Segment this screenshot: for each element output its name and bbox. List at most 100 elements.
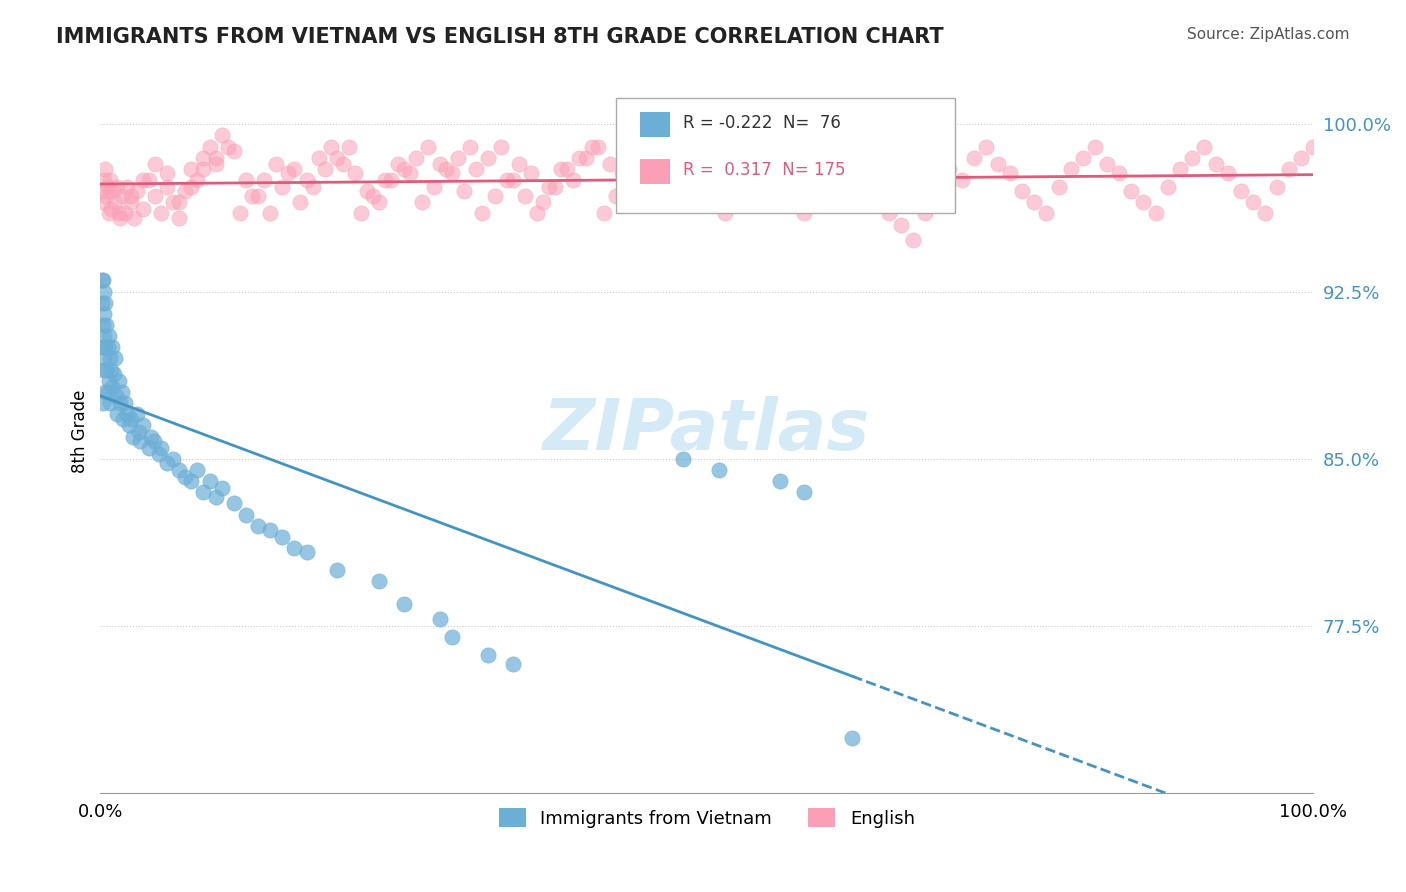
Point xyxy=(890,218,912,232)
Point xyxy=(484,188,506,202)
Point xyxy=(111,188,134,202)
Point xyxy=(733,161,755,176)
Point xyxy=(465,161,488,176)
Point xyxy=(101,380,124,394)
Point xyxy=(247,518,270,533)
Point xyxy=(927,179,949,194)
Point xyxy=(259,206,281,220)
Point xyxy=(108,396,131,410)
Point xyxy=(114,396,136,410)
Point xyxy=(641,166,664,180)
Point xyxy=(374,173,396,187)
Point xyxy=(132,418,155,433)
Point xyxy=(914,206,936,220)
Point xyxy=(271,179,294,194)
Point xyxy=(361,188,384,202)
Point xyxy=(283,541,305,555)
Point xyxy=(574,151,596,165)
Point xyxy=(853,173,876,187)
Point xyxy=(141,429,163,443)
Point xyxy=(229,206,252,220)
Point xyxy=(101,184,124,198)
Point xyxy=(100,362,122,376)
Point xyxy=(180,161,202,176)
Point xyxy=(647,173,669,187)
Point xyxy=(240,188,263,202)
Point xyxy=(93,285,115,299)
Point xyxy=(211,481,233,495)
Point xyxy=(156,166,179,180)
Point xyxy=(901,233,924,247)
Point xyxy=(605,188,627,202)
Point xyxy=(295,545,318,559)
Point xyxy=(562,173,585,187)
Point xyxy=(105,407,128,421)
Point xyxy=(101,340,124,354)
Point xyxy=(429,612,451,626)
Point xyxy=(477,151,499,165)
Point xyxy=(1205,157,1227,171)
Point xyxy=(471,206,494,220)
Point xyxy=(768,474,790,488)
Point xyxy=(247,188,270,202)
Text: Source: ZipAtlas.com: Source: ZipAtlas.com xyxy=(1187,27,1350,42)
Point xyxy=(817,161,839,176)
Point xyxy=(1024,195,1046,210)
Point xyxy=(1084,139,1107,153)
Point xyxy=(1157,179,1180,194)
Point xyxy=(1265,179,1288,194)
Point xyxy=(768,173,790,187)
Point xyxy=(987,157,1010,171)
Point xyxy=(1011,184,1033,198)
Point xyxy=(398,166,420,180)
Point xyxy=(211,128,233,143)
Point xyxy=(707,463,730,477)
Point xyxy=(290,195,312,210)
Point xyxy=(326,151,349,165)
Point xyxy=(1278,161,1301,176)
Point xyxy=(259,523,281,537)
Point xyxy=(344,166,367,180)
Point xyxy=(277,166,299,180)
Point xyxy=(744,151,766,165)
Point xyxy=(502,657,524,671)
Point xyxy=(636,195,658,210)
Point xyxy=(193,485,215,500)
Point xyxy=(91,195,114,210)
Point xyxy=(156,179,179,194)
Point xyxy=(90,295,112,310)
Point xyxy=(1241,195,1264,210)
Point xyxy=(714,206,737,220)
Point xyxy=(129,434,152,448)
Point xyxy=(180,179,202,194)
Point xyxy=(1035,206,1057,220)
Point xyxy=(696,157,718,171)
Point xyxy=(804,179,827,194)
Point xyxy=(392,161,415,176)
Point xyxy=(531,195,554,210)
Point xyxy=(458,139,481,153)
Point xyxy=(586,139,609,153)
Point xyxy=(998,166,1021,180)
Point xyxy=(678,161,700,176)
Point xyxy=(167,211,190,225)
Point xyxy=(148,447,170,461)
Point xyxy=(143,188,166,202)
Point xyxy=(387,157,409,171)
Point xyxy=(1108,166,1130,180)
Point xyxy=(654,195,676,210)
Point xyxy=(1144,206,1167,220)
Point xyxy=(104,351,127,366)
Point xyxy=(98,173,121,187)
Point xyxy=(756,139,779,153)
Point xyxy=(98,396,121,410)
Point xyxy=(217,139,239,153)
Point xyxy=(725,188,748,202)
Point xyxy=(90,273,112,287)
Point xyxy=(326,563,349,577)
Legend: Immigrants from Vietnam, English: Immigrants from Vietnam, English xyxy=(492,801,922,835)
Point xyxy=(204,151,226,165)
Point xyxy=(301,179,323,194)
Point xyxy=(91,362,114,376)
Point xyxy=(544,179,567,194)
